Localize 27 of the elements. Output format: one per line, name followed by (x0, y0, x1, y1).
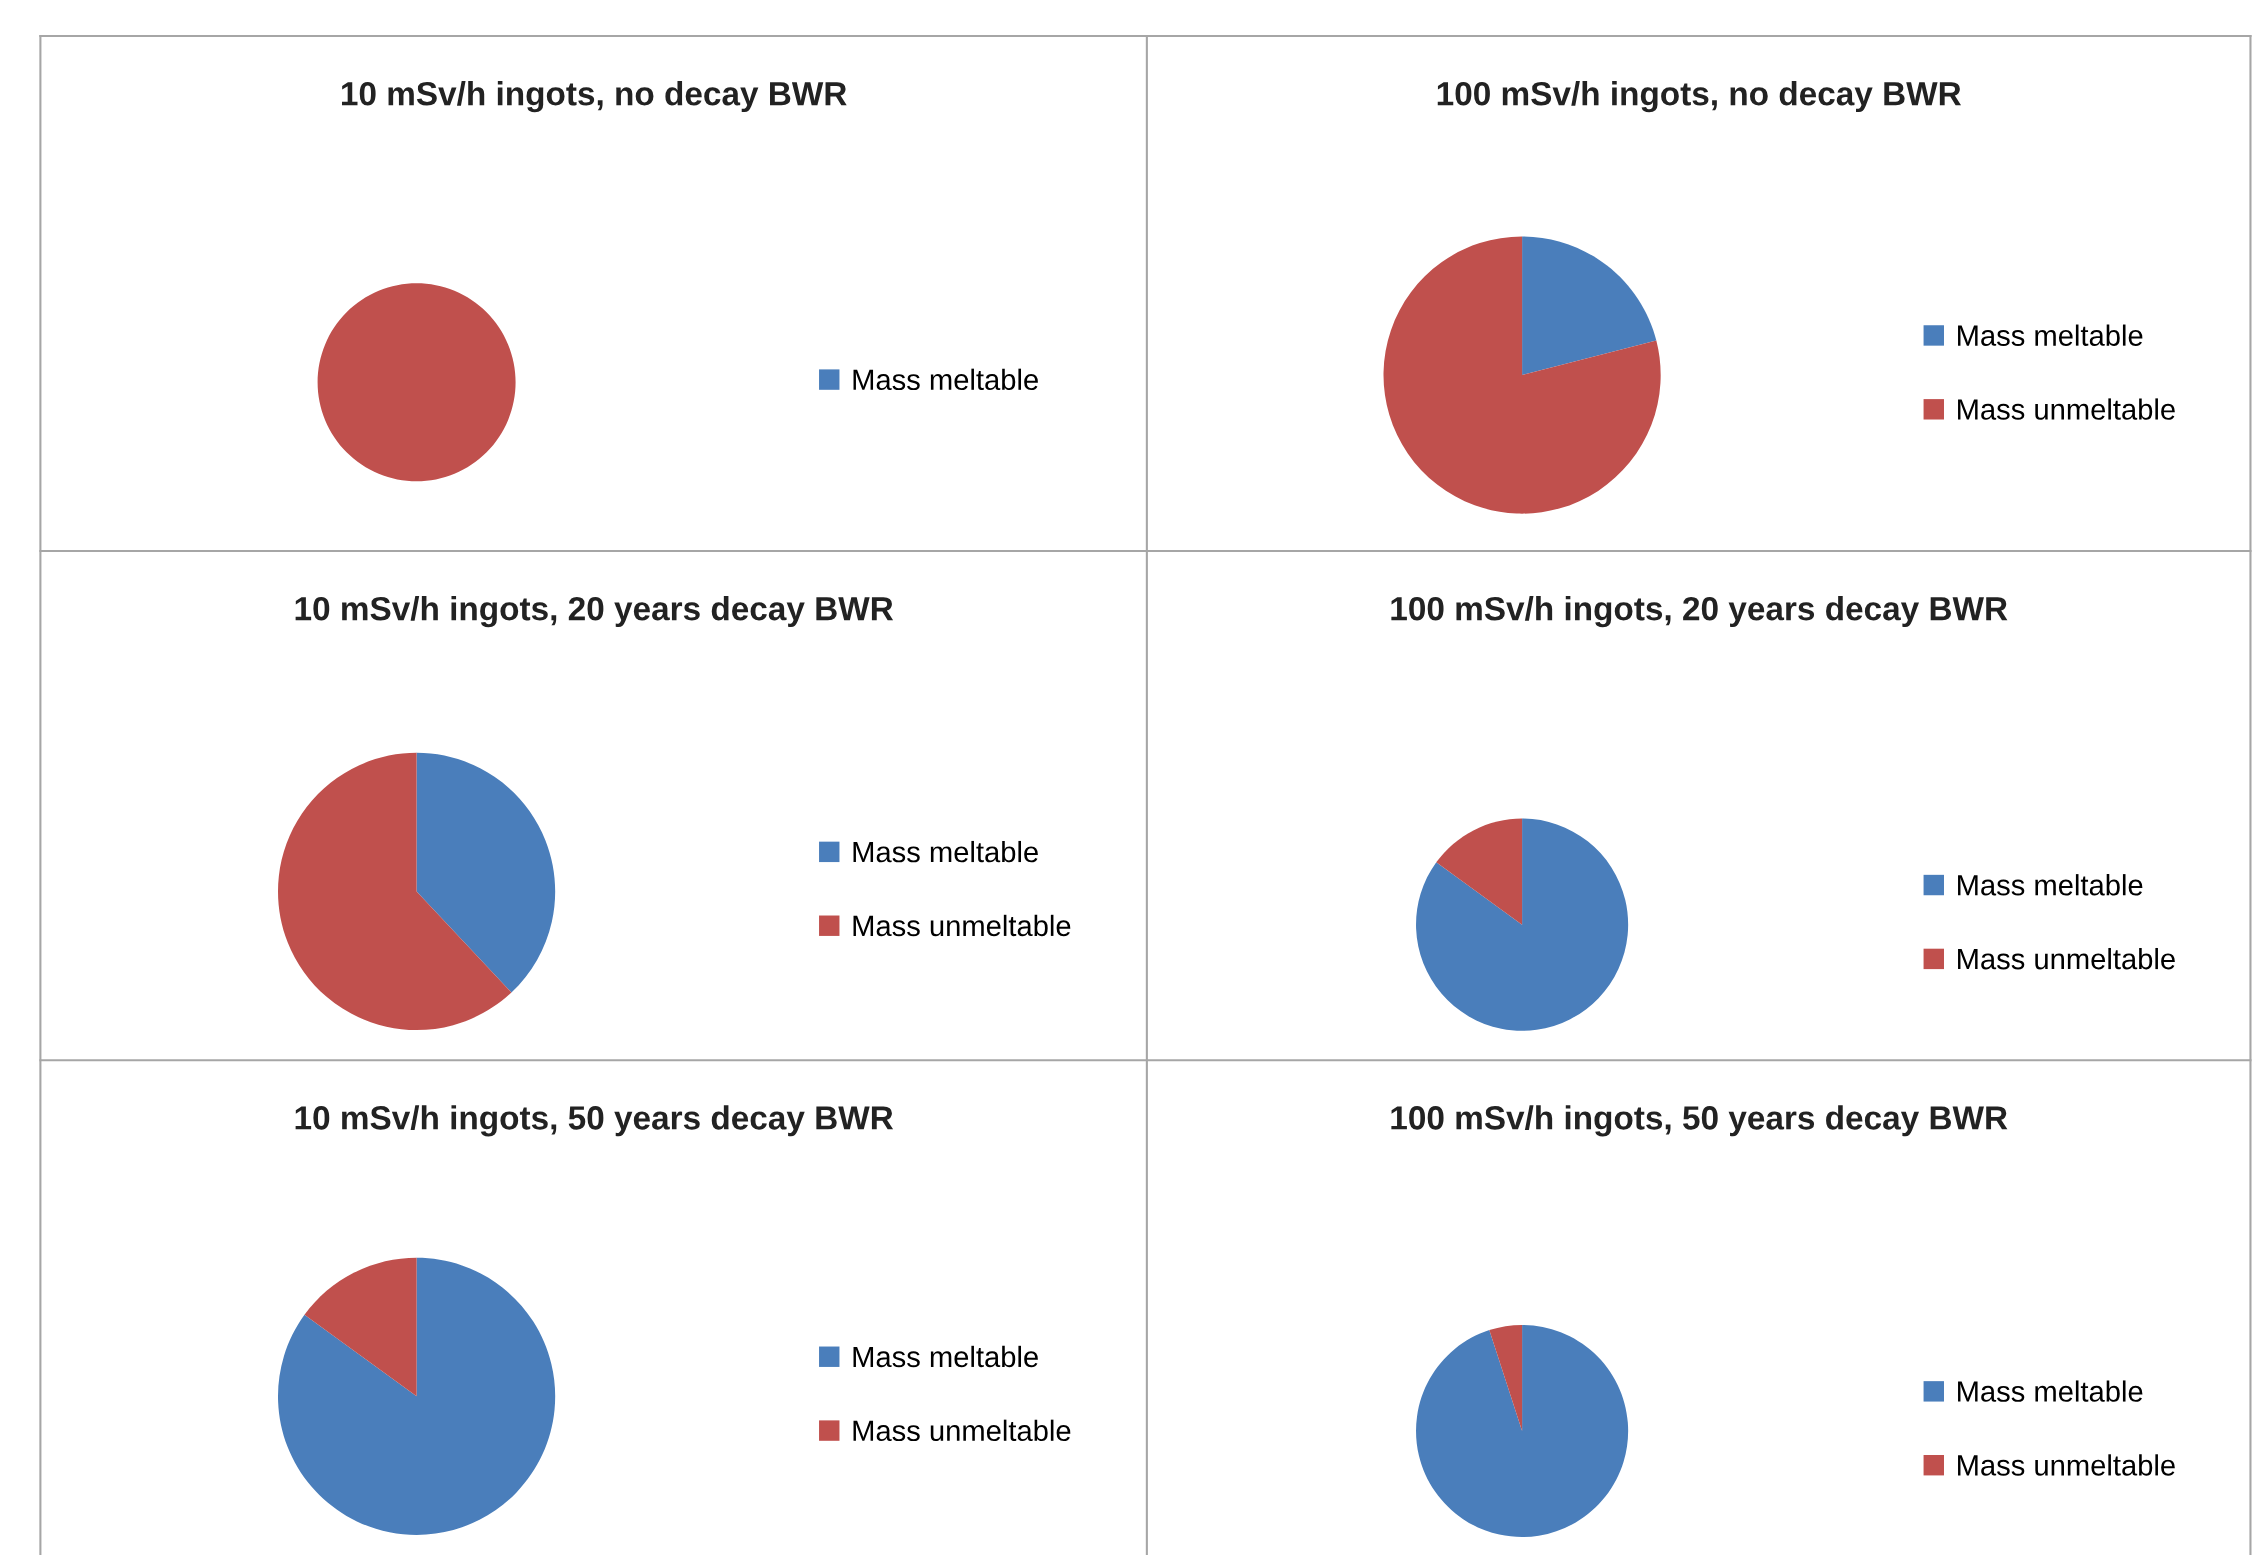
chart-title: 100 mSv/h ingots, 20 years decay BWR (1391, 596, 2008, 628)
chart-title: 10 mSv/h ingots, no decay BWR (341, 81, 847, 113)
legend-label: Mass meltable (853, 1345, 1038, 1368)
pie-slice (1522, 236, 1657, 376)
chart-title: 10 mSv/h ingots, 50 years decay BWR (295, 1105, 894, 1137)
pie-slice (1436, 818, 1523, 925)
pie-slice (278, 752, 512, 1031)
legend-label: Mass meltable (853, 368, 1038, 391)
pie-slice (1489, 1324, 1523, 1431)
chart-title: 10 mSv/h ingots, 20 years decay BWR (295, 596, 894, 628)
legend-label: Mass unmeltable (853, 1419, 1071, 1442)
legend-label: Mass unmeltable (1958, 1454, 2175, 1476)
legend-label: Mass unmeltable (1958, 398, 2175, 420)
legend-label: Mass meltable (853, 840, 1038, 863)
pie-slice (304, 1257, 417, 1397)
legend-label: Mass meltable (1958, 324, 2143, 346)
legend-label: Mass meltable (1958, 1380, 2143, 1402)
pie-slice (1416, 1324, 1629, 1538)
pie-slice (1383, 236, 1661, 514)
chart-title: 100 mSv/h ingots, 50 years decay BWR (1391, 1105, 2008, 1137)
legend-label: Mass meltable (1958, 874, 2143, 896)
pie-slice (278, 1257, 556, 1535)
pie-slice (416, 752, 556, 993)
pie-slice (1416, 818, 1629, 1031)
legend-label: Mass unmeltable (1958, 947, 2175, 970)
chart-title: 100 mSv/h ingots, no decay BWR (1437, 81, 1962, 113)
legend-label: Mass unmeltable (853, 914, 1071, 937)
